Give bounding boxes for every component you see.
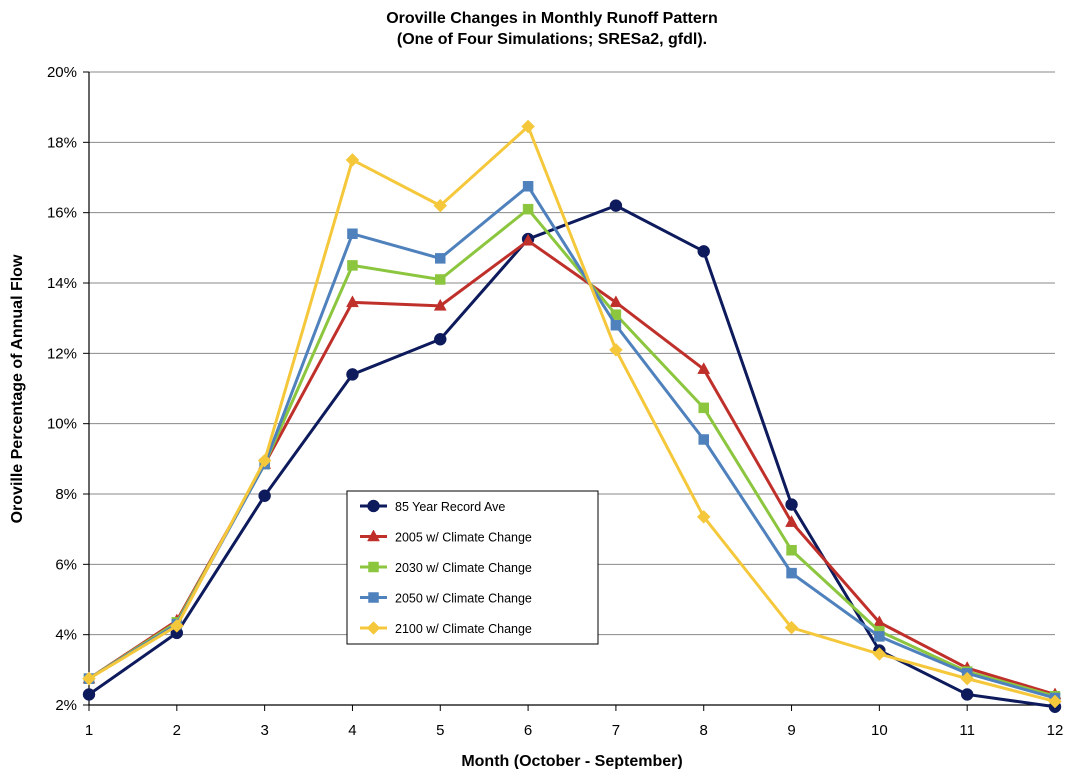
- series-diamond: [82, 119, 1062, 709]
- legend-marker: [368, 592, 379, 603]
- x-tick-label: 10: [871, 722, 888, 739]
- legend-item: 2005 w/ Climate Change: [360, 529, 532, 545]
- legend-marker: [368, 561, 379, 573]
- x-tick-label: 4: [348, 722, 356, 739]
- legend-label: 2100 w/ Climate Change: [395, 622, 532, 636]
- data-point: [346, 368, 359, 381]
- data-point: [872, 647, 887, 661]
- data-point: [433, 198, 448, 213]
- data-point: [609, 295, 623, 308]
- data-point: [1048, 694, 1062, 709]
- data-point: [347, 228, 358, 240]
- data-point: [435, 253, 446, 264]
- data-point: [522, 181, 534, 192]
- chart-title: Oroville Changes in Monthly Runoff Patte…: [386, 10, 718, 27]
- legend-item: 85 Year Record Ave: [360, 499, 505, 514]
- data-point: [785, 515, 798, 527]
- legend: 85 Year Record Ave 2005 w/ Climate Change…: [346, 490, 599, 645]
- y-tick-label: 8%: [55, 486, 77, 503]
- y-tick-label: 18%: [47, 134, 77, 151]
- x-tick-label: 8: [700, 722, 708, 739]
- x-tick-label: 2: [173, 722, 181, 739]
- axes: 2%4%6%8%10%12%14%16%18%20%1 2 3 4 5 6 7 8 9 10 11 1…: [47, 64, 1063, 739]
- legend-item: 2050 w/ Climate Change: [360, 592, 532, 606]
- legend-item: 2030 w/ Climate Change: [360, 561, 532, 575]
- data-point: [346, 295, 359, 308]
- data-point: [345, 153, 360, 167]
- legend-label: 85 Year Record Ave: [395, 500, 505, 514]
- data-point: [874, 631, 885, 642]
- data-point: [960, 671, 975, 686]
- y-tick-label: 4%: [55, 627, 77, 644]
- x-tick-label: 1: [85, 722, 93, 739]
- series-line: [88, 125, 1056, 703]
- legend-marker: [367, 499, 380, 513]
- legend-label: 2005 w/ Climate Change: [395, 531, 532, 545]
- data-point: [521, 119, 535, 134]
- y-tick-label: 14%: [47, 275, 77, 292]
- data-point: [258, 489, 271, 503]
- y-tick-label: 20%: [47, 64, 77, 81]
- y-tick-label: 2%: [55, 697, 77, 714]
- data-point: [785, 498, 798, 511]
- data-point: [698, 402, 709, 414]
- data-point: [609, 199, 623, 212]
- data-point: [696, 510, 711, 524]
- y-tick-label: 10%: [47, 416, 77, 433]
- y-axis-title: Oroville Percentage of Annual Flow: [9, 254, 26, 523]
- data-point: [82, 688, 96, 701]
- data-point: [82, 671, 96, 686]
- data-point: [257, 453, 272, 468]
- series-group: [82, 119, 1062, 714]
- x-tick-label: 7: [612, 722, 620, 739]
- data-point: [609, 342, 623, 357]
- y-tick-label: 6%: [55, 556, 77, 573]
- x-tick-label: 5: [436, 722, 444, 739]
- data-point: [697, 245, 710, 258]
- x-tick-label: 3: [260, 722, 268, 739]
- data-point: [169, 619, 184, 633]
- x-tick-label: 9: [787, 722, 795, 739]
- x-tick-label: 11: [959, 722, 975, 739]
- data-point: [960, 688, 974, 701]
- y-tick-label: 16%: [47, 205, 77, 222]
- legend-item: 2100 w/ Climate Change: [360, 621, 532, 636]
- legend-marker: [367, 529, 380, 542]
- data-point: [698, 434, 709, 445]
- x-tick-label: 12: [1047, 722, 1064, 739]
- data-point: [784, 620, 799, 635]
- data-point: [786, 567, 797, 579]
- data-point: [435, 274, 446, 285]
- data-point: [522, 203, 534, 215]
- legend-marker: [366, 621, 381, 635]
- legend-box: [346, 490, 599, 645]
- data-point: [347, 260, 358, 271]
- y-tick-label: 12%: [47, 345, 77, 362]
- x-tick-label: 6: [524, 722, 532, 739]
- data-point: [521, 233, 535, 246]
- data-point: [610, 319, 622, 331]
- data-point: [434, 333, 447, 346]
- data-point: [433, 298, 447, 311]
- data-point: [697, 362, 711, 374]
- gridlines: [89, 71, 1055, 636]
- legend-label: 2050 w/ Climate Change: [395, 592, 532, 606]
- chart-subtitle: (One of Four Simulations; SRESa2, gfdl).: [397, 31, 707, 48]
- x-axis-title: Month (October - September): [461, 753, 682, 769]
- legend-label: 2030 w/ Climate Change: [395, 561, 532, 575]
- data-point: [786, 545, 797, 556]
